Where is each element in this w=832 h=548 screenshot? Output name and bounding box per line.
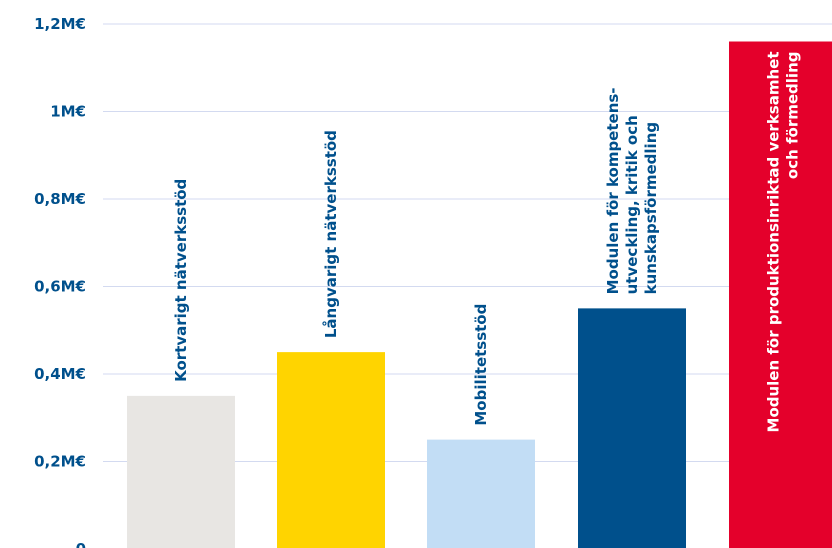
bar-label-line: Långvarigt nätverksstöd [322, 130, 340, 338]
y-tick-label: 0,2M€ [34, 453, 86, 471]
bar-label: Mobilitetsstöd [472, 304, 490, 426]
y-tick-label: 0 [76, 540, 86, 548]
bar-label-line: och förmedling [784, 52, 802, 180]
bar-label: Kortvarigt nätverksstöd [172, 179, 190, 382]
y-tick-label: 0,8M€ [34, 190, 86, 208]
bar [578, 308, 686, 548]
bar [127, 395, 235, 548]
bar-label: Modulen för produktionsinriktad verksamh… [765, 52, 802, 433]
bar-label: Modulen för kompetens-utveckling, kritik… [604, 87, 660, 294]
bar [729, 41, 832, 548]
bar-label-line: Kortvarigt nätverksstöd [172, 179, 190, 382]
bar-label: Långvarigt nätverksstöd [322, 130, 340, 338]
y-tick-label: 0,4M€ [34, 365, 86, 383]
bar [427, 439, 535, 548]
bar-label-line: Mobilitetsstöd [472, 304, 490, 426]
bar-label-line: utveckling, kritik och [623, 115, 641, 294]
bar [277, 352, 385, 548]
bar-label-line: Modulen för kompetens- [604, 87, 622, 294]
bar-label-line: Modulen för produktionsinriktad verksamh… [765, 52, 783, 433]
y-tick-label: 1,2M€ [34, 15, 86, 33]
y-tick-label: 1M€ [50, 103, 86, 121]
bar-label-line: kunskapsförmedling [642, 122, 660, 295]
y-tick-label: 0,6M€ [34, 278, 86, 296]
